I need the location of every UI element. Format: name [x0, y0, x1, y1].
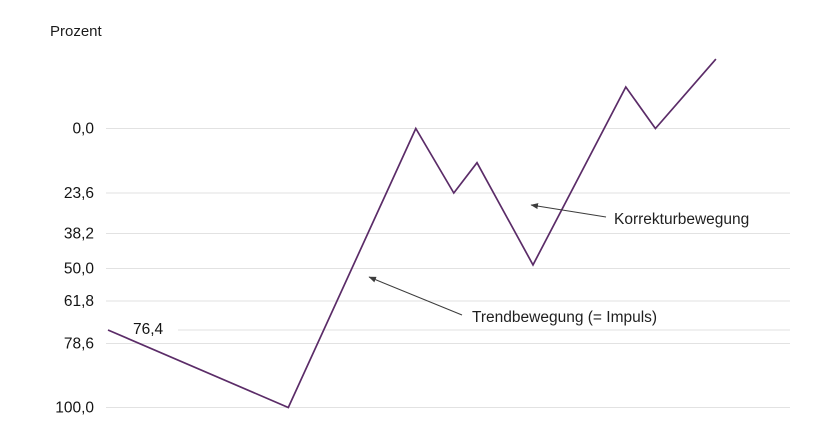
annotation-label-1: Korrekturbewegung — [614, 211, 749, 228]
y-tick-label-78,6: 78,6 — [64, 336, 94, 353]
inline-level-label: 76,4 — [133, 321, 164, 338]
annotation-arrow-1 — [530, 203, 607, 218]
y-axis-title: Prozent — [50, 23, 102, 40]
y-tick-label-61,8: 61,8 — [64, 293, 94, 310]
y-tick-label-38,2: 38,2 — [64, 226, 94, 243]
annotation-label-0: Trendbewegung (= Impuls) — [472, 309, 657, 326]
annotation-arrow-0 — [368, 276, 463, 316]
series-line-price-path — [107, 58, 717, 409]
y-tick-label-100,0: 100,0 — [55, 400, 94, 417]
y-tick-label-23,6: 23,6 — [64, 185, 94, 202]
y-tick-label-0,0: 0,0 — [72, 121, 94, 138]
y-tick-label-50,0: 50,0 — [64, 261, 95, 278]
